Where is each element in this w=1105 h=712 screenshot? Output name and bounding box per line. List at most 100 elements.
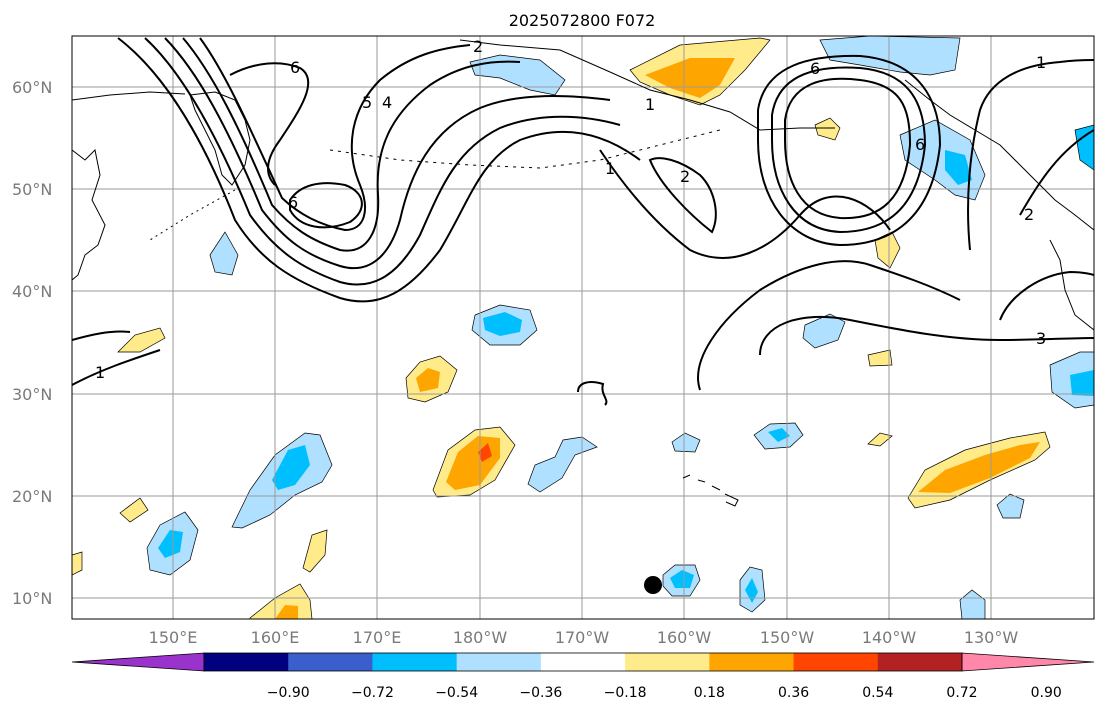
colorbar bbox=[71, 652, 1095, 672]
hawaii-islands bbox=[682, 474, 739, 507]
colorbar-extension-high bbox=[961, 652, 1095, 672]
aleutian-islands bbox=[329, 129, 721, 169]
north-america-coast bbox=[904, 79, 1094, 231]
contour-label: 6 bbox=[810, 59, 820, 78]
colorbar-swatch bbox=[793, 653, 879, 671]
contour-line bbox=[72, 349, 161, 386]
contour-line bbox=[164, 37, 611, 270]
lat-labels: 10°N 20°N 30°N 40°N 50°N 60°N bbox=[12, 78, 52, 608]
positive-core bbox=[275, 605, 298, 619]
asia-coast bbox=[72, 148, 106, 281]
colorbar-swatch bbox=[877, 653, 963, 671]
colorbar-tick-label: 0.90 bbox=[1031, 685, 1062, 701]
negative-region bbox=[469, 54, 566, 96]
contour-line bbox=[999, 270, 1094, 321]
siberia-coast bbox=[72, 91, 186, 101]
contour-label: 2 bbox=[473, 37, 483, 56]
contour-labels: 1 6 6 5 4 2 1 2 1 6 6 1 2 3 bbox=[95, 37, 1046, 382]
negative-region bbox=[209, 231, 239, 276]
colorbar-tick-label: −0.72 bbox=[351, 685, 394, 701]
lon-label: 160°E bbox=[251, 628, 300, 647]
colorbar-tick-label: −0.54 bbox=[435, 685, 478, 701]
colorbar-tick-label: 0.54 bbox=[862, 685, 893, 701]
lat-label: 40°N bbox=[12, 282, 52, 301]
lon-label: 150°E bbox=[149, 628, 198, 647]
contour-line bbox=[757, 54, 942, 247]
contour-label: 5 bbox=[362, 93, 372, 112]
colorbar-swatch bbox=[540, 653, 626, 671]
positive-region bbox=[867, 349, 893, 367]
colorbar-swatch bbox=[625, 653, 710, 671]
colorbar-swatch bbox=[288, 653, 373, 671]
colorbar-swatch bbox=[709, 653, 795, 671]
contour-label: 1 bbox=[1036, 53, 1046, 72]
map-frame bbox=[71, 35, 1095, 620]
positive-core bbox=[918, 442, 1040, 493]
contour-label: 6 bbox=[915, 135, 925, 154]
contour-label: 2 bbox=[680, 167, 690, 186]
negative-core bbox=[670, 570, 694, 588]
lat-label: 50°N bbox=[12, 180, 52, 199]
contour-label: 3 bbox=[1036, 329, 1046, 348]
negative-region bbox=[959, 589, 986, 619]
positive-region bbox=[302, 529, 328, 573]
colorbar-tick-label: 0.36 bbox=[778, 685, 809, 701]
colorbar-swatch bbox=[372, 653, 458, 671]
positive-region bbox=[814, 117, 841, 141]
colorbar-tick-label: −0.36 bbox=[519, 685, 562, 701]
colorbar-tick-label: −0.90 bbox=[267, 685, 310, 701]
coastlines bbox=[72, 39, 1094, 507]
positive-region bbox=[117, 327, 166, 353]
contour-label: 6 bbox=[290, 58, 300, 77]
negative-region bbox=[802, 313, 846, 349]
lat-label: 60°N bbox=[12, 78, 52, 97]
lon-label: 170°E bbox=[353, 628, 402, 647]
negative-core bbox=[768, 428, 790, 442]
shading-layer bbox=[72, 36, 1094, 619]
negative-core bbox=[158, 530, 183, 558]
contour-line bbox=[648, 157, 717, 234]
lat-label: 10°N bbox=[12, 589, 52, 608]
map-title: 2025072800 F072 bbox=[509, 11, 656, 30]
lon-label: 160°W bbox=[657, 628, 712, 647]
negative-core bbox=[1070, 370, 1094, 396]
storm-marker-dot bbox=[644, 576, 662, 594]
contour-line bbox=[117, 37, 641, 303]
mexico-coast bbox=[1049, 239, 1094, 331]
lon-label: 130°W bbox=[964, 628, 1019, 647]
contour-line bbox=[967, 59, 1094, 251]
contour-line bbox=[759, 316, 1094, 356]
contour-line bbox=[144, 37, 621, 286]
positive-core bbox=[416, 368, 440, 392]
negative-region bbox=[671, 432, 701, 453]
contour-line bbox=[229, 62, 310, 186]
positive-core bbox=[645, 58, 735, 98]
colorbar-tick-label: 0.72 bbox=[946, 685, 977, 701]
negative-core bbox=[945, 150, 972, 185]
contour-line bbox=[771, 66, 927, 234]
alaska-coast bbox=[459, 39, 835, 131]
colorbar-extension-low bbox=[71, 652, 205, 672]
negative-core bbox=[272, 445, 310, 490]
positive-region bbox=[867, 432, 893, 447]
colorbar-swatch bbox=[204, 653, 289, 671]
contour-line bbox=[199, 37, 471, 232]
negative-core bbox=[745, 578, 758, 603]
negative-region bbox=[527, 436, 598, 493]
contour-line bbox=[1019, 129, 1094, 216]
contour-lines bbox=[72, 37, 1094, 406]
lon-label: 180°W bbox=[453, 628, 508, 647]
contour-label: 4 bbox=[382, 93, 392, 112]
contour-label: 1 bbox=[605, 159, 615, 178]
contour-line bbox=[577, 381, 608, 406]
contour-label: 2 bbox=[1024, 205, 1034, 224]
contour-line bbox=[289, 182, 363, 229]
contour-line bbox=[599, 149, 891, 259]
colorbar-ticks: −0.90 −0.72 −0.54 −0.36 −0.18 0.18 0.36 0.54 0.7… bbox=[267, 685, 1062, 701]
lat-label: 20°N bbox=[12, 487, 52, 506]
negative-core bbox=[483, 312, 522, 336]
lon-label: 140°W bbox=[862, 628, 917, 647]
positive-peak bbox=[478, 443, 492, 462]
negative-region bbox=[819, 36, 961, 76]
lon-labels: 150°E 160°E 170°E 180°W 170°W 160°W 150°… bbox=[149, 628, 1019, 647]
